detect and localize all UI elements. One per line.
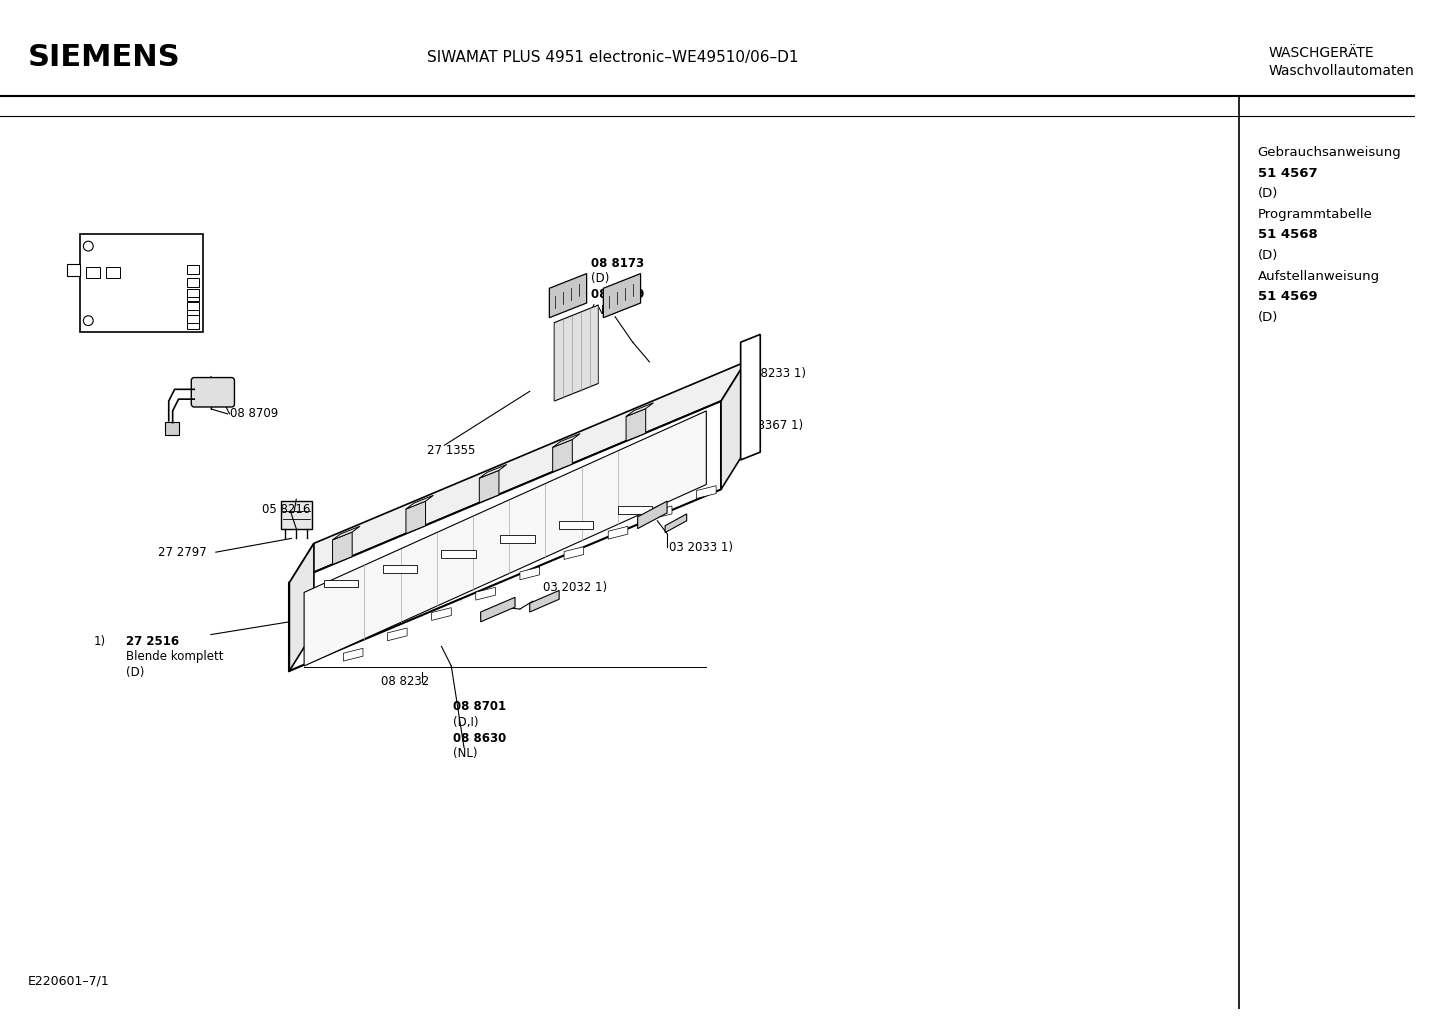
- Bar: [187, 306, 199, 315]
- Polygon shape: [476, 587, 496, 600]
- Text: (D): (D): [1257, 249, 1278, 262]
- Polygon shape: [529, 590, 559, 612]
- Bar: [105, 267, 120, 278]
- Polygon shape: [66, 264, 81, 275]
- Text: (D): (D): [1257, 187, 1278, 201]
- Polygon shape: [552, 434, 580, 447]
- Text: (NL): (NL): [453, 747, 477, 760]
- Circle shape: [84, 242, 94, 251]
- Polygon shape: [652, 506, 672, 519]
- Polygon shape: [479, 465, 506, 478]
- Text: (D): (D): [125, 666, 144, 679]
- Polygon shape: [549, 273, 587, 318]
- Polygon shape: [521, 567, 539, 580]
- Text: 03 2032 1): 03 2032 1): [544, 581, 607, 594]
- Text: 08 8701: 08 8701: [453, 700, 506, 713]
- Text: (D): (D): [591, 272, 609, 285]
- Polygon shape: [500, 536, 535, 543]
- Polygon shape: [333, 526, 360, 540]
- Polygon shape: [304, 411, 707, 666]
- Bar: [164, 422, 179, 435]
- Text: Programmtabelle: Programmtabelle: [1257, 208, 1373, 221]
- Polygon shape: [479, 471, 499, 502]
- Bar: [187, 265, 199, 273]
- Text: 51 4567: 51 4567: [1257, 167, 1317, 179]
- Polygon shape: [333, 532, 352, 565]
- Bar: [187, 278, 199, 287]
- Polygon shape: [696, 486, 717, 498]
- Polygon shape: [343, 648, 363, 661]
- Text: (D): (D): [1257, 311, 1278, 324]
- Text: 08 8709: 08 8709: [229, 408, 278, 421]
- Polygon shape: [323, 580, 358, 588]
- Polygon shape: [626, 403, 653, 417]
- Text: 08 8630: 08 8630: [453, 732, 506, 745]
- Text: WASCHGERÄTE: WASCHGERÄTE: [1269, 46, 1374, 60]
- FancyBboxPatch shape: [192, 378, 235, 407]
- Polygon shape: [626, 409, 646, 441]
- Text: 03 2033 1): 03 2033 1): [669, 541, 733, 553]
- Polygon shape: [552, 439, 572, 472]
- Polygon shape: [559, 521, 594, 529]
- Text: 51 4569: 51 4569: [1257, 290, 1317, 304]
- Polygon shape: [388, 628, 407, 641]
- Bar: [187, 292, 199, 301]
- Text: 08 8173: 08 8173: [591, 257, 643, 270]
- Polygon shape: [721, 362, 746, 489]
- Polygon shape: [480, 597, 515, 622]
- Text: 1): 1): [94, 635, 105, 648]
- Text: (D,I): (D,I): [453, 716, 479, 729]
- Text: 51 4568: 51 4568: [1257, 228, 1318, 242]
- Circle shape: [84, 316, 94, 325]
- Bar: [187, 315, 199, 323]
- Text: SIWAMAT PLUS 4951 electronic–WE49510/06–D1: SIWAMAT PLUS 4951 electronic–WE49510/06–…: [427, 50, 799, 65]
- Polygon shape: [637, 501, 668, 529]
- Text: Blende komplett: Blende komplett: [125, 650, 224, 663]
- Text: Waschvollautomaten: Waschvollautomaten: [1269, 63, 1415, 77]
- Polygon shape: [407, 501, 425, 534]
- Text: 27 2516: 27 2516: [125, 635, 179, 648]
- Text: 08 8232: 08 8232: [381, 676, 428, 688]
- Polygon shape: [281, 501, 311, 529]
- Text: (NL): (NL): [591, 304, 616, 317]
- Bar: [187, 289, 199, 298]
- Polygon shape: [290, 543, 314, 671]
- Polygon shape: [554, 305, 598, 401]
- Text: 08 8629: 08 8629: [591, 288, 645, 301]
- Polygon shape: [665, 514, 686, 533]
- Bar: [81, 234, 203, 332]
- Text: Gebrauchsanweisung: Gebrauchsanweisung: [1257, 146, 1402, 159]
- Polygon shape: [382, 565, 417, 573]
- Polygon shape: [431, 607, 451, 621]
- Text: Aufstellanweisung: Aufstellanweisung: [1257, 270, 1380, 282]
- Polygon shape: [407, 495, 434, 510]
- Polygon shape: [441, 550, 476, 558]
- Polygon shape: [564, 546, 584, 559]
- Bar: [187, 302, 199, 310]
- Text: 08 8367 1): 08 8367 1): [738, 419, 803, 432]
- Polygon shape: [603, 273, 640, 318]
- Text: 05 8216: 05 8216: [262, 502, 310, 516]
- Polygon shape: [619, 506, 652, 514]
- Bar: [87, 267, 99, 278]
- Polygon shape: [741, 334, 760, 460]
- Text: SIEMENS: SIEMENS: [27, 43, 180, 72]
- Text: E220601–7/1: E220601–7/1: [27, 975, 110, 987]
- Polygon shape: [609, 527, 627, 539]
- Text: 27 2797: 27 2797: [159, 545, 206, 558]
- Polygon shape: [290, 401, 721, 671]
- Text: 27 1355: 27 1355: [427, 443, 474, 457]
- Text: 05 8233 1): 05 8233 1): [741, 367, 806, 380]
- Polygon shape: [290, 362, 746, 583]
- Bar: [187, 320, 199, 328]
